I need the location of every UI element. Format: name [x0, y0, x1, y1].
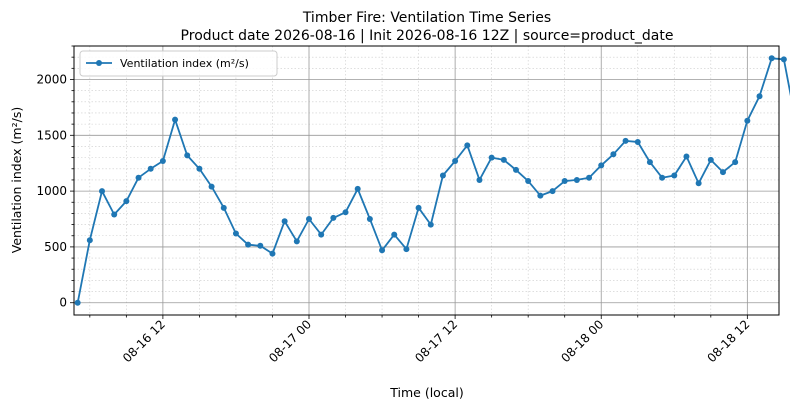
data-point: [220, 204, 227, 211]
data-point: [464, 142, 471, 149]
data-point: [366, 216, 373, 223]
y-tick-label: 2000: [36, 72, 67, 86]
legend: Ventilation index (m²/s): [79, 50, 278, 77]
data-point: [598, 162, 605, 169]
data-point: [707, 156, 714, 163]
data-point: [683, 153, 690, 160]
plot-frame: [73, 45, 780, 316]
chart-subtitle: Product date 2026-08-16 | Init 2026-08-1…: [181, 28, 674, 44]
data-point: [172, 116, 179, 123]
data-point: [634, 138, 641, 145]
data-point: [586, 174, 593, 181]
data-point: [135, 174, 142, 181]
data-point: [512, 166, 519, 173]
data-point: [549, 188, 556, 195]
series-line: [76, 57, 790, 303]
y-tick-label: 500: [44, 240, 67, 254]
data-point: [561, 178, 568, 185]
data-point: [671, 172, 678, 179]
data-point: [257, 242, 264, 249]
legend-box: [79, 50, 278, 77]
data-point: [525, 178, 532, 185]
data-point: [269, 250, 276, 257]
data-point: [184, 152, 191, 159]
data-point: [293, 238, 300, 245]
data-point: [147, 165, 154, 172]
minor-grid: [74, 45, 779, 315]
chart-title: Timber Fire: Ventilation Time Series: [302, 10, 551, 26]
data-point: [86, 237, 93, 244]
data-point: [354, 185, 361, 192]
x-tick-label: 08-18 00: [558, 317, 606, 365]
data-point: [452, 157, 459, 164]
data-point: [415, 204, 422, 211]
data-point: [500, 156, 507, 163]
legend-marker-swatch: [96, 60, 102, 66]
y-tick-label: 1000: [36, 184, 67, 198]
x-tick-label: 08-17 12: [412, 317, 460, 365]
data-point: [196, 165, 203, 172]
data-point: [111, 211, 118, 218]
data-point: [342, 209, 349, 216]
data-point: [719, 169, 726, 176]
data-point: [159, 157, 166, 164]
y-axis-label: Ventilation index (m²/s): [9, 107, 24, 253]
data-point: [232, 230, 239, 237]
data-point: [245, 241, 252, 248]
data-point: [780, 56, 787, 63]
data-point: [403, 246, 410, 253]
data-point: [74, 299, 81, 306]
data-point: [768, 55, 775, 62]
data-point: [732, 159, 739, 166]
x-tick-label: 08-18 12: [704, 317, 752, 365]
data-point: [123, 198, 130, 205]
data-point: [330, 214, 337, 221]
axes: [70, 45, 780, 319]
y-tick-label: 1500: [36, 128, 67, 142]
data-point: [391, 231, 398, 238]
x-tick-label: 08-17 00: [266, 317, 314, 365]
data-point: [622, 137, 629, 144]
data-point: [573, 176, 580, 183]
tick-labels: 08-16 12 08-17 00 08-17 12 08-18 00 08-18 12…: [36, 72, 752, 365]
data-point: [610, 151, 617, 158]
y-tick-label: 0: [59, 296, 67, 310]
data-point: [281, 218, 288, 225]
data-point: [537, 192, 544, 199]
data-point: [379, 247, 386, 254]
legend-label: Ventilation index (m²/s): [120, 57, 249, 70]
data-point: [306, 216, 312, 223]
data-point: [208, 183, 215, 190]
data-point: [99, 188, 106, 195]
data-point: [756, 93, 763, 100]
series-layer: [74, 55, 790, 306]
major-grid: [74, 46, 779, 315]
x-axis-label: Time (local): [389, 385, 463, 400]
data-point: [318, 231, 325, 238]
data-point: [646, 159, 653, 166]
data-point: [476, 176, 483, 183]
data-point: [427, 221, 434, 228]
data-point: [439, 172, 446, 179]
data-point: [659, 174, 666, 181]
data-point: [744, 117, 751, 124]
data-point: [695, 180, 702, 187]
data-point: [488, 154, 495, 161]
x-tick-label: 08-16 12: [120, 317, 168, 365]
